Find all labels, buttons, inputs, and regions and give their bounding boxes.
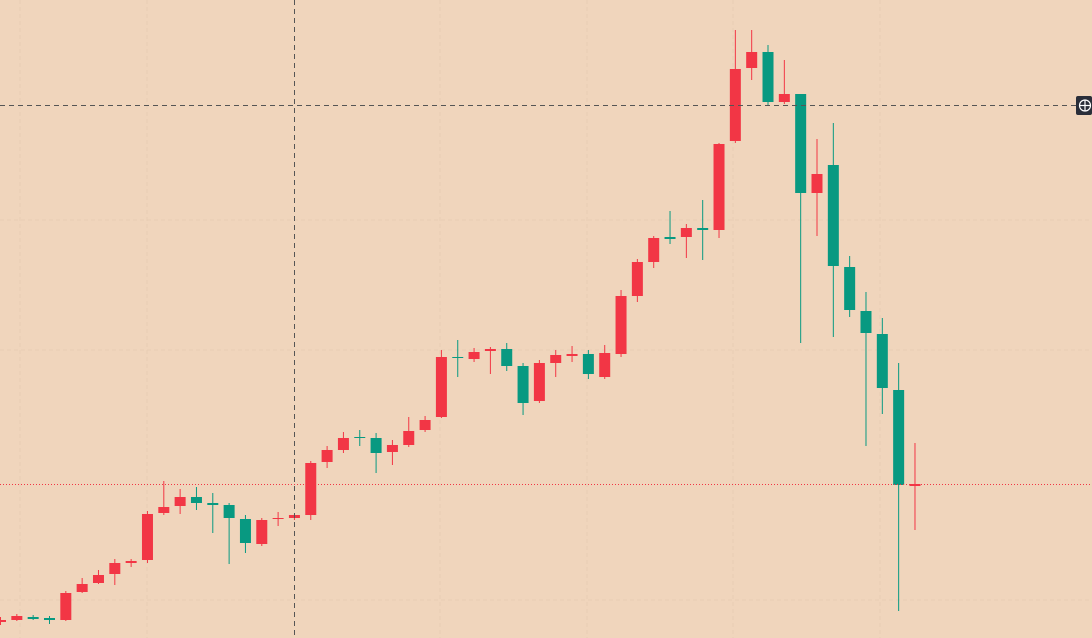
candle-body [452, 357, 464, 358]
candle-body [615, 296, 627, 354]
candle-body [844, 267, 856, 310]
candle-body [778, 94, 790, 102]
candle-body [631, 262, 643, 296]
candle-body [370, 438, 382, 453]
candle-body [207, 503, 219, 505]
candle-body [174, 497, 186, 506]
candle-body [664, 237, 676, 239]
candle-body [811, 174, 823, 193]
candle-body [125, 561, 137, 563]
candle-body [419, 420, 431, 430]
candle-body [484, 349, 496, 351]
candle-body [729, 69, 741, 141]
candle-body [43, 618, 55, 620]
crosshair-button[interactable] [1076, 96, 1092, 115]
candle-body [582, 354, 594, 374]
candle-body [141, 514, 153, 560]
candle-body [550, 355, 562, 363]
candles [0, 30, 1092, 625]
candle-body [680, 228, 692, 237]
candle-body [517, 366, 529, 403]
candle-body [876, 334, 888, 388]
candle-body [305, 463, 317, 515]
candle-body [158, 507, 170, 513]
candle-body [860, 311, 872, 333]
candle-body [321, 450, 333, 462]
candle-body [190, 497, 202, 503]
candle-body [599, 353, 611, 377]
candle-body [337, 438, 349, 450]
candle-body [827, 165, 839, 266]
candle-body [533, 363, 545, 401]
candle-body [762, 52, 774, 102]
candle-body [435, 357, 447, 417]
candle-body [223, 505, 235, 518]
candle-body [566, 354, 578, 356]
candle-body [713, 144, 725, 230]
candle-body [239, 519, 251, 543]
candle-body [648, 238, 660, 262]
candle-body [27, 617, 39, 619]
candle-body [893, 390, 905, 485]
candle-body [386, 445, 398, 452]
candle-body [0, 620, 6, 622]
candle-body [109, 563, 121, 574]
candle-body [256, 520, 268, 544]
candle-body [795, 94, 807, 193]
candle-body [403, 431, 415, 445]
candle-body [60, 593, 72, 620]
candle-body [746, 52, 758, 68]
candle-body [11, 616, 23, 620]
candle-body [909, 484, 921, 486]
candle-body [92, 575, 104, 583]
candle-body [354, 437, 366, 438]
candle-body [697, 228, 709, 230]
candle-body [468, 352, 480, 359]
candle-body [501, 349, 513, 366]
candle-body [76, 584, 88, 592]
candle-body [272, 518, 284, 519]
